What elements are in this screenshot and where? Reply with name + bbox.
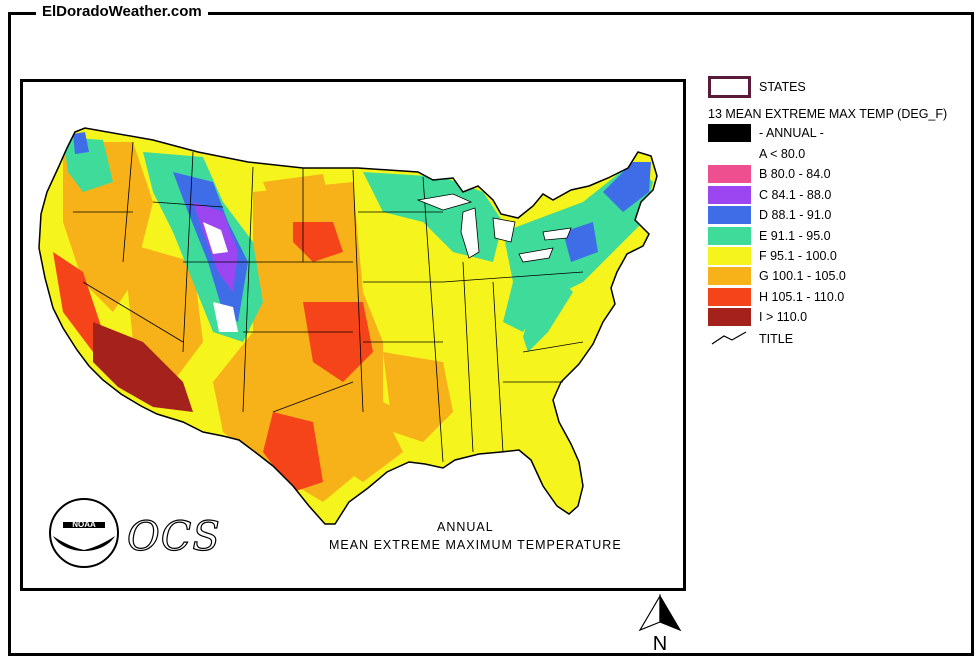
legend-class-label: C 84.1 - 88.0 xyxy=(759,187,832,202)
legend-class-swatch xyxy=(708,308,751,327)
ocs-logo-text: OCS xyxy=(126,513,221,560)
legend-class-row: F 95.1 - 100.0 xyxy=(708,247,837,265)
legend-class-swatch xyxy=(708,226,751,245)
legend-class-row: C 84.1 - 88.0 xyxy=(708,185,832,204)
great-lakes xyxy=(416,193,572,263)
legend-annual: - ANNUAL - xyxy=(708,124,824,142)
legend-class-row: G 100.1 - 105.0 xyxy=(708,267,846,286)
noaa-logo: NOAA xyxy=(49,498,119,568)
temperature-zones xyxy=(39,128,657,524)
legend-annual-label: - ANNUAL - xyxy=(759,126,824,140)
legend-class-swatch xyxy=(708,165,751,184)
legend-title-row: TITLE xyxy=(708,330,793,348)
legend-class-label: F 95.1 - 100.0 xyxy=(759,249,837,263)
legend-class-swatch xyxy=(708,247,751,265)
legend-layer-title: 13 MEAN EXTREME MAX TEMP (DEG_F) xyxy=(708,105,947,123)
outer-frame xyxy=(8,12,974,656)
state-boundaries xyxy=(73,141,584,463)
north-arrow-icon: N xyxy=(638,594,682,654)
legend-class-row: E 91.1 - 95.0 xyxy=(708,226,831,245)
map-title-line1: ANNUAL xyxy=(437,520,494,534)
legend-class-swatch xyxy=(708,206,751,225)
legend-states-label: STATES xyxy=(759,80,806,94)
legend-class-row: D 88.1 - 91.0 xyxy=(708,206,832,225)
legend-class-label: H 105.1 - 110.0 xyxy=(759,289,845,304)
legend-title-label: TITLE xyxy=(759,332,794,346)
legend-class-swatch xyxy=(708,185,751,204)
legend-class-label: D 88.1 - 91.0 xyxy=(759,208,832,223)
site-title: ElDoradoWeather.com xyxy=(36,3,208,20)
legend-class-label: B 80.0 - 84.0 xyxy=(759,167,831,182)
map-title-line2: MEAN EXTREME MAXIMUM TEMPERATURE xyxy=(329,538,622,552)
legend-class-row: H 105.1 - 110.0 xyxy=(708,287,845,306)
legend-layer-title-text: 13 MEAN EXTREME MAX TEMP (DEG_F) xyxy=(708,107,948,121)
states-swatch xyxy=(708,76,751,98)
legend-class-label: E 91.1 - 95.0 xyxy=(759,228,831,243)
legend-class-label: I > 110.0 xyxy=(759,310,808,325)
legend-class-label: G 100.1 - 105.0 xyxy=(759,269,846,284)
north-label: N xyxy=(653,633,667,654)
legend-class-swatch xyxy=(708,287,751,306)
temperature-map[interactable] xyxy=(23,82,683,588)
annual-swatch xyxy=(708,124,751,142)
legend-class-swatch xyxy=(708,145,751,163)
title-line-icon xyxy=(711,331,747,345)
map-frame[interactable]: NOAA OCS ANNUAL MEAN EXTREME MAXIMUM TEM… xyxy=(20,79,686,591)
legend-class-row: I > 110.0 xyxy=(708,308,808,327)
legend-class-swatch xyxy=(708,267,751,286)
legend-class-row: B 80.0 - 84.0 xyxy=(708,165,831,184)
noaa-badge-text: NOAA xyxy=(72,520,96,529)
legend-states[interactable]: STATES xyxy=(708,76,806,98)
legend-class-row: A < 80.0 xyxy=(708,145,805,163)
us-outline xyxy=(38,127,658,525)
legend-class-label: A < 80.0 xyxy=(759,147,806,161)
